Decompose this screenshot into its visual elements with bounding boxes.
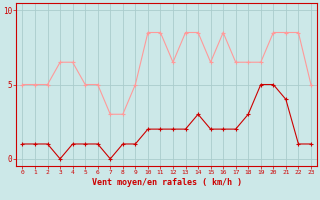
X-axis label: Vent moyen/en rafales ( km/h ): Vent moyen/en rafales ( km/h ) [92, 178, 242, 187]
